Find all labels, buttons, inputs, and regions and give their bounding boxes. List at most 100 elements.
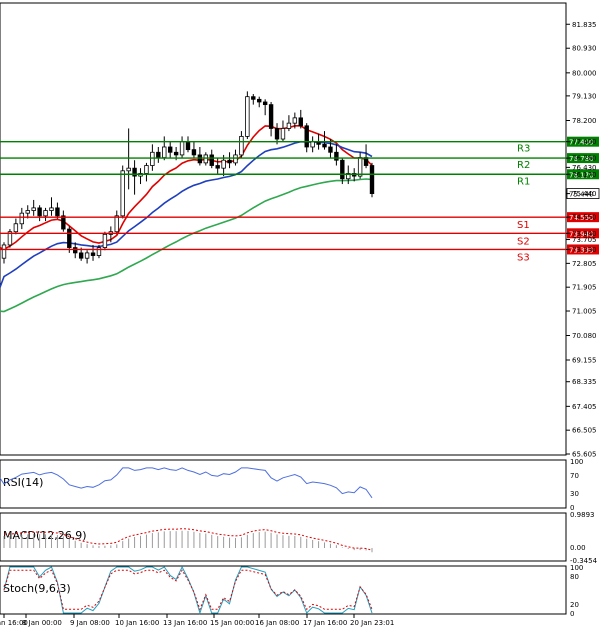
level-name-s1: S1 (517, 220, 530, 231)
price-tick-label: 74.550 (572, 214, 597, 222)
price-tick-label: 78.200 (572, 117, 597, 125)
time-tick-label: 7 Jan 16:00 (0, 619, 28, 627)
candle-body (239, 135, 244, 156)
candle-body (67, 228, 72, 249)
level-name-s3: S3 (517, 252, 530, 263)
time-tick-label: 8 Jan 00:00 (22, 619, 62, 627)
level-price-label: 76.170 (569, 171, 594, 179)
level-price-label: 77.400 (569, 139, 594, 147)
candle-body (322, 143, 327, 148)
stoch-panel-name: Stoch(9,6,3) (3, 582, 71, 595)
price-axis: 81.835 80.930 80.000 79.130 78.200 77.400 76.7… (566, 21, 597, 459)
price-tick-label: 71.905 (572, 284, 597, 292)
price-tick-label: 73.330 (572, 246, 597, 254)
time-tick-label: 13 Jan 16:00 (163, 619, 207, 627)
price-tick-label: 80.930 (572, 45, 597, 53)
candle-body (191, 149, 197, 156)
stoch-panel-frame (0, 565, 567, 615)
price-tick-label: 81.835 (572, 21, 597, 29)
candle-body (197, 154, 203, 164)
candle-body (19, 212, 25, 225)
candle-body (144, 165, 149, 174)
macd-signal-line (4, 528, 373, 551)
candle-body (233, 154, 238, 164)
macd-panel-axis-label: 0.00 (570, 544, 586, 552)
price-tick-label: 66.505 (572, 427, 597, 435)
level-price-box (567, 153, 599, 164)
candle-body (37, 207, 42, 217)
macd-panel-axis-label: -0.3454 (570, 557, 598, 565)
time-axis: 7 Jan 16:008 Jan 00:00 9 Jan 08:00 10 Jan … (0, 614, 394, 627)
level-price-box (567, 244, 599, 255)
last-price-label: 75.440 (569, 191, 594, 199)
price-tick-label: 76.780 (572, 155, 597, 163)
rsi-panel-axis-label: 0 (570, 504, 574, 512)
candle-body (221, 159, 226, 169)
rsi-panel-axis-label: 30 (570, 490, 579, 498)
price-tick-label: 79.130 (572, 92, 597, 100)
candle-body (280, 128, 286, 140)
price-tick-label: 70.080 (572, 332, 597, 340)
price-tick-label: 71.005 (572, 308, 597, 316)
rsi-line (0, 467, 373, 499)
price-tick-label: 80.000 (572, 69, 597, 77)
candle-body (227, 159, 232, 164)
candle-body (25, 210, 30, 214)
rsi-panel-frame (0, 459, 567, 509)
candle-body (334, 151, 339, 161)
price-panel-frame (0, 2, 567, 456)
candle-body (340, 159, 345, 180)
level-name-s2: S2 (517, 236, 530, 247)
stoch-panel-axis-label: 0 (570, 610, 574, 618)
candle-body (328, 146, 333, 153)
rsi-panel-axis-label: 100 (570, 458, 583, 466)
stoch-panel-axis-label: 20 (570, 601, 579, 609)
time-tick-label: 10 Jan 16:00 (115, 619, 159, 627)
candle-body (150, 151, 155, 166)
candle-body (274, 128, 280, 140)
candle-body (357, 157, 363, 177)
macd-panel-name: MACD(12,26,9) (3, 529, 87, 542)
candle-body (209, 154, 214, 166)
candle-body (245, 96, 250, 137)
level-price-label: 73.940 (569, 230, 594, 238)
candle-body (61, 215, 66, 230)
level-price-box (567, 228, 599, 239)
slow-ma-line (0, 178, 373, 313)
candle-body (268, 104, 274, 129)
level-price-box (567, 136, 599, 147)
level-name-r2: R2 (517, 160, 530, 171)
time-tick-label: 9 Jan 08:00 (70, 619, 110, 627)
candle-body (262, 101, 268, 106)
support-resistance-levels: R3 77.400 R2 76.780 R1 76.170 S1 74.550 S2 73.940… (0, 136, 600, 263)
candle-body (31, 207, 36, 211)
time-tick-label: 15 Jan 00:00 (210, 619, 254, 627)
candle-body (55, 207, 60, 217)
candle-body (78, 252, 84, 259)
price-tick-label: 73.940 (572, 230, 597, 238)
candle-body (96, 247, 102, 256)
candle-body (298, 117, 303, 127)
price-tick-label: 67.405 (572, 403, 597, 411)
level-name-r3: R3 (517, 144, 530, 155)
candle-body (102, 233, 108, 249)
candle-body (257, 98, 262, 103)
level-price-box (567, 169, 599, 180)
candle-body (126, 167, 131, 172)
price-tick-label: 68.335 (572, 378, 597, 386)
level-price-label: 76.780 (569, 155, 594, 163)
candle-body (292, 117, 298, 124)
price-tick-label: 75.440 (572, 190, 597, 198)
stoch-d-line (3, 569, 373, 611)
stoch-panel-axis-label: 80 (570, 573, 579, 581)
time-tick-label: 16 Jan 08:00 (255, 619, 299, 627)
rsi-panel: RSI(14) 100 70 30 0 (0, 458, 583, 512)
macd-panel-axis-label: 0.9893 (570, 511, 595, 519)
stoch-k-line (3, 565, 373, 615)
stoch-panel-axis-label: 100 (570, 564, 583, 572)
rsi-panel-name: RSI(14) (3, 476, 43, 489)
candle-body (310, 141, 315, 148)
candle-body (215, 165, 220, 169)
